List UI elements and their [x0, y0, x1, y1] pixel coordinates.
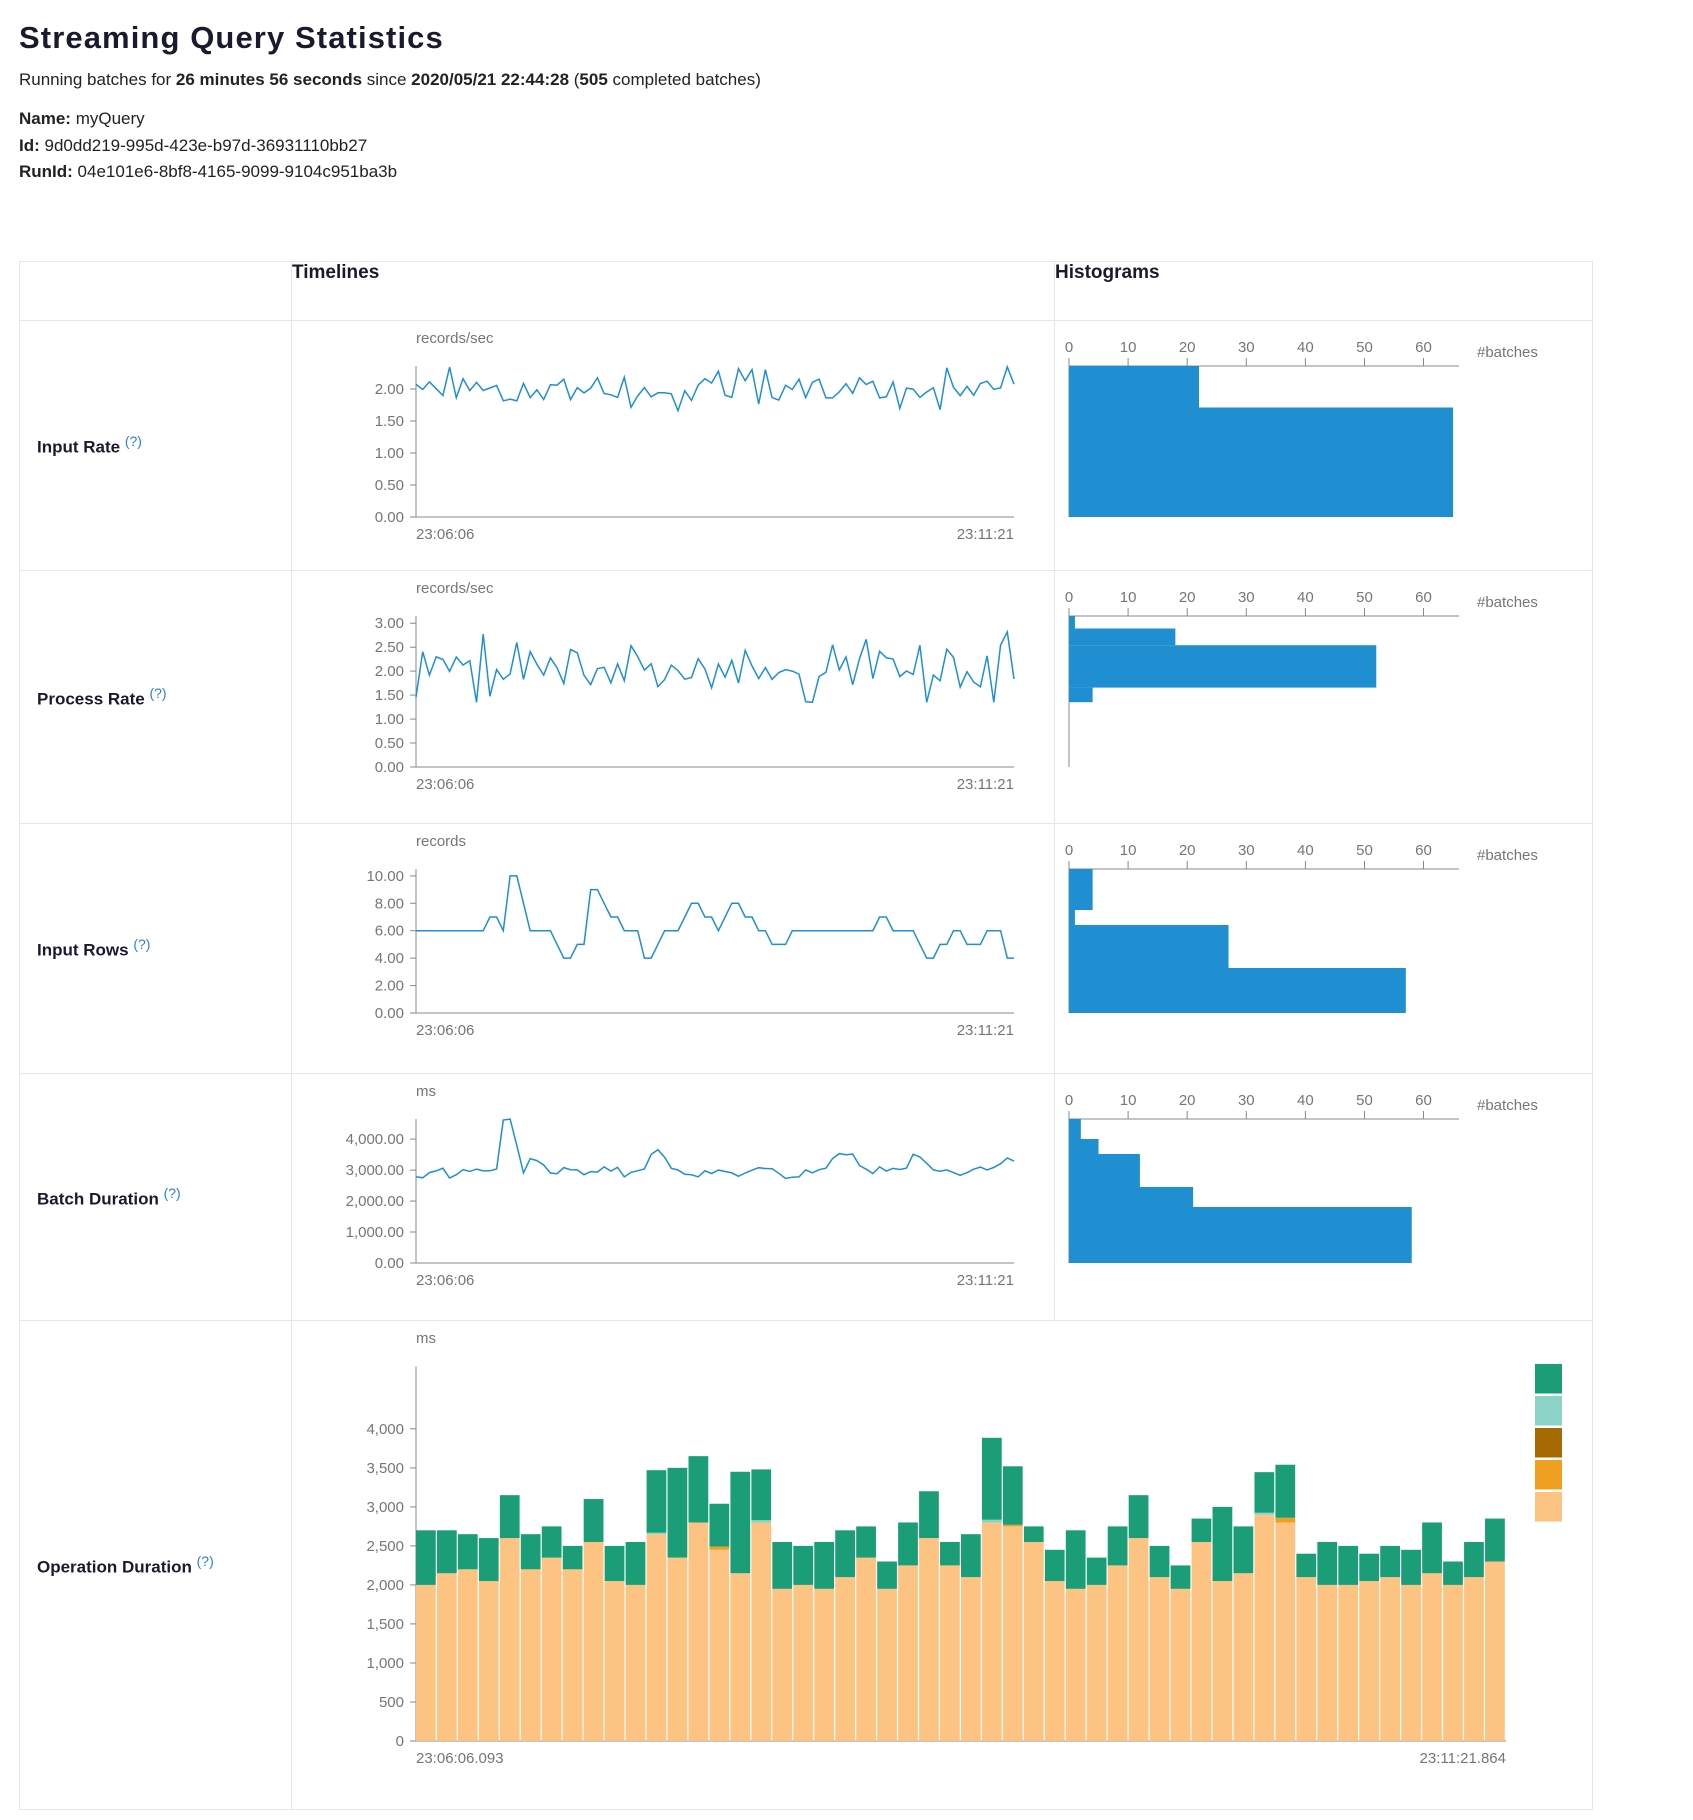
svg-text:records/sec: records/sec	[416, 330, 494, 347]
svg-text:10: 10	[1120, 339, 1137, 356]
svg-text:0: 0	[1065, 339, 1073, 356]
svg-text:#batches: #batches	[1477, 344, 1538, 361]
svg-text:6.00: 6.00	[375, 923, 404, 940]
svg-text:1.00: 1.00	[375, 711, 404, 728]
svg-text:1.50: 1.50	[375, 687, 404, 704]
svg-text:2,000.00: 2,000.00	[346, 1193, 404, 1210]
svg-text:ms: ms	[416, 1330, 436, 1347]
svg-text:records/sec: records/sec	[416, 580, 494, 597]
svg-text:#batches: #batches	[1477, 847, 1538, 864]
svg-text:23:06:06: 23:06:06	[416, 1022, 474, 1039]
svg-text:0.50: 0.50	[375, 735, 404, 752]
svg-text:0.00: 0.00	[375, 1255, 404, 1272]
svg-text:4,000: 4,000	[366, 1421, 404, 1438]
svg-text:40: 40	[1297, 589, 1314, 606]
svg-text:10.00: 10.00	[366, 868, 404, 885]
svg-text:23:11:21: 23:11:21	[957, 1022, 1014, 1039]
svg-text:0.00: 0.00	[375, 759, 404, 776]
svg-text:23:06:06: 23:06:06	[416, 776, 474, 793]
svg-text:60: 60	[1415, 842, 1432, 859]
svg-text:1.50: 1.50	[375, 413, 404, 430]
svg-text:60: 60	[1415, 589, 1432, 606]
svg-text:0: 0	[1065, 842, 1073, 859]
svg-text:23:06:06: 23:06:06	[416, 1272, 474, 1289]
svg-text:30: 30	[1238, 339, 1255, 356]
svg-text:1,000: 1,000	[366, 1655, 404, 1672]
svg-text:2,000: 2,000	[366, 1577, 404, 1594]
svg-text:8.00: 8.00	[375, 896, 404, 913]
svg-text:50: 50	[1356, 842, 1373, 859]
svg-text:3,000: 3,000	[366, 1499, 404, 1516]
svg-text:3.00: 3.00	[375, 615, 404, 632]
svg-text:40: 40	[1297, 842, 1314, 859]
svg-text:10: 10	[1120, 1092, 1137, 1109]
svg-text:20: 20	[1179, 589, 1196, 606]
svg-text:ms: ms	[416, 1083, 436, 1100]
svg-text:20: 20	[1179, 339, 1196, 356]
svg-text:30: 30	[1238, 589, 1255, 606]
svg-text:500: 500	[379, 1694, 404, 1711]
svg-text:0.00: 0.00	[375, 1005, 404, 1022]
svg-text:0.00: 0.00	[375, 509, 404, 526]
svg-text:records: records	[416, 833, 466, 850]
svg-text:23:11:21: 23:11:21	[957, 776, 1014, 793]
svg-text:2,500: 2,500	[366, 1538, 404, 1555]
svg-text:60: 60	[1415, 339, 1432, 356]
svg-text:3,500: 3,500	[366, 1460, 404, 1477]
svg-text:2.00: 2.00	[375, 663, 404, 680]
svg-text:4,000.00: 4,000.00	[346, 1131, 404, 1148]
svg-text:1.00: 1.00	[375, 445, 404, 462]
svg-text:#batches: #batches	[1477, 1097, 1538, 1114]
svg-text:40: 40	[1297, 1092, 1314, 1109]
svg-text:50: 50	[1356, 1092, 1373, 1109]
svg-text:23:11:21.864: 23:11:21.864	[1420, 1750, 1506, 1767]
svg-text:0.50: 0.50	[375, 477, 404, 494]
svg-text:20: 20	[1179, 1092, 1196, 1109]
svg-text:3,000.00: 3,000.00	[346, 1162, 404, 1179]
svg-text:0: 0	[396, 1733, 404, 1750]
svg-text:1,000.00: 1,000.00	[346, 1224, 404, 1241]
svg-text:23:06:06: 23:06:06	[416, 526, 474, 543]
svg-text:60: 60	[1415, 1092, 1432, 1109]
svg-text:30: 30	[1238, 1092, 1255, 1109]
svg-text:50: 50	[1356, 339, 1373, 356]
svg-text:2.00: 2.00	[375, 978, 404, 995]
svg-text:23:11:21: 23:11:21	[957, 526, 1014, 543]
svg-text:10: 10	[1120, 842, 1137, 859]
svg-text:#batches: #batches	[1477, 594, 1538, 611]
svg-text:23:11:21: 23:11:21	[957, 1272, 1014, 1289]
svg-text:10: 10	[1120, 589, 1137, 606]
svg-text:1,500: 1,500	[366, 1616, 404, 1633]
svg-text:2.00: 2.00	[375, 381, 404, 398]
svg-text:30: 30	[1238, 842, 1255, 859]
svg-text:0: 0	[1065, 1092, 1073, 1109]
svg-text:40: 40	[1297, 339, 1314, 356]
svg-text:2.50: 2.50	[375, 639, 404, 656]
svg-text:23:06:06.093: 23:06:06.093	[416, 1750, 504, 1767]
svg-text:4.00: 4.00	[375, 950, 404, 967]
svg-text:20: 20	[1179, 842, 1196, 859]
svg-text:50: 50	[1356, 589, 1373, 606]
svg-text:0: 0	[1065, 589, 1073, 606]
